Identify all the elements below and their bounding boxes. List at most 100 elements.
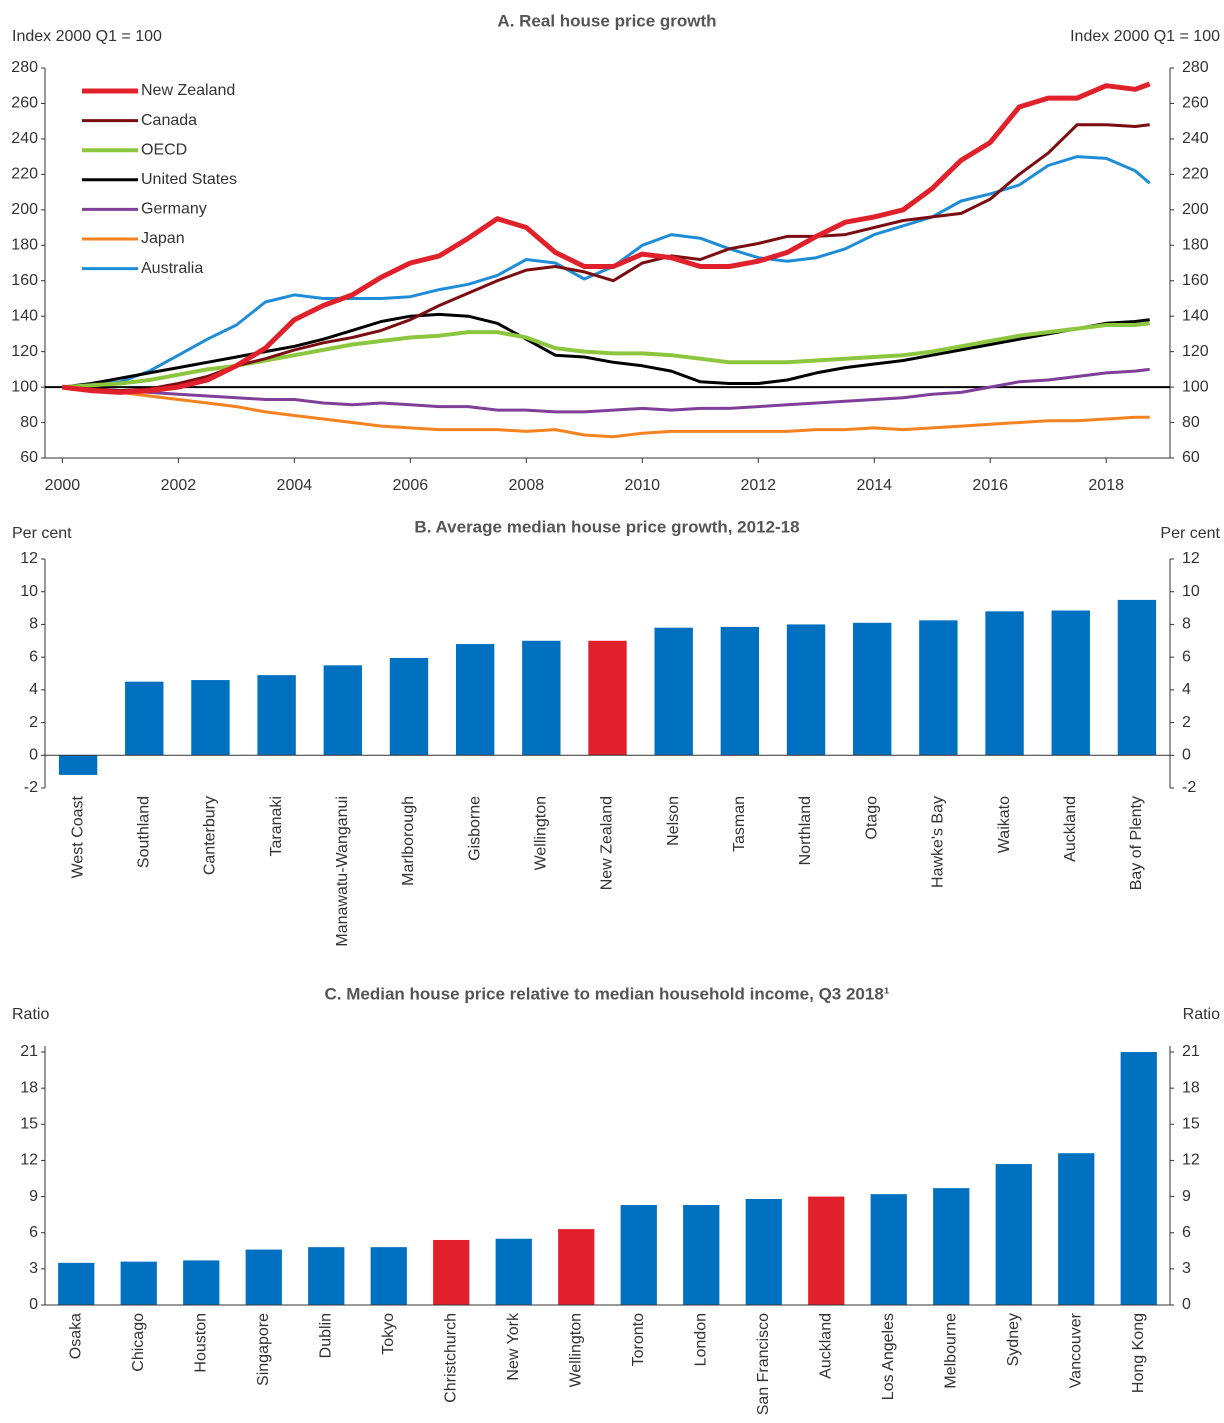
y2-tick-label: 18 (1182, 1079, 1200, 1096)
series-line (62, 367, 1150, 414)
y-tick-label: 220 (11, 166, 38, 183)
y-tick-label: 280 (11, 59, 38, 76)
x-tick-label: Melbourne (942, 1313, 959, 1389)
bar (522, 640, 561, 756)
bar (654, 627, 693, 756)
y2-tick-label: 160 (1182, 272, 1209, 289)
y2-tick-label: 0 (1182, 1296, 1191, 1313)
y2-tick-label: 180 (1182, 236, 1209, 253)
legend-label: Australia (141, 260, 203, 277)
x-tick-label: 2018 (1088, 477, 1124, 494)
bar (370, 1247, 407, 1305)
y-tick-label: 160 (11, 272, 38, 289)
y-tick-label: 140 (11, 307, 38, 324)
x-tick-label: Southland (135, 796, 152, 868)
bar (455, 644, 495, 756)
bar (191, 680, 230, 756)
y-tick-label: 60 (20, 449, 38, 466)
y2-axis-label: Ratio (1183, 1006, 1220, 1023)
bar (853, 622, 892, 756)
y-tick-label: 8 (29, 616, 38, 633)
legend-label: New Zealand (141, 82, 235, 99)
x-tick-label: Auckland (1062, 796, 1079, 862)
bar (1058, 1153, 1095, 1305)
x-tick-label: Tasman (731, 796, 748, 852)
chart-title: C. Median house price relative to median… (325, 984, 890, 1003)
y-tick-label: 2 (29, 714, 38, 731)
y-tick-label: 9 (29, 1188, 38, 1205)
bar (389, 657, 429, 756)
y2-tick-label: 6 (1182, 1224, 1191, 1241)
y2-axis-label: Per cent (1160, 525, 1220, 542)
x-tick-label: Marlborough (400, 796, 417, 886)
bar (257, 675, 296, 756)
y2-tick-label: 12 (1182, 550, 1200, 567)
x-tick-label: Waikato (996, 796, 1013, 853)
bar (433, 1239, 470, 1305)
y2-tick-label: 4 (1182, 681, 1191, 698)
bar (120, 1261, 157, 1305)
bar (933, 1188, 970, 1305)
bar (58, 1262, 95, 1305)
y-tick-label: 6 (29, 648, 38, 665)
x-tick-label: Osaka (67, 1313, 84, 1359)
x-tick-label: Houston (192, 1313, 209, 1373)
x-tick-label: 2016 (972, 477, 1008, 494)
bar (985, 611, 1024, 756)
bar (588, 640, 627, 756)
x-tick-label: Toronto (630, 1313, 647, 1366)
bar (1051, 610, 1090, 756)
x-tick-label: 2014 (856, 477, 892, 494)
x-tick-label: 2002 (161, 477, 197, 494)
series-line (62, 81, 1151, 395)
y-tick-label: 10 (20, 583, 38, 600)
bar (1120, 1052, 1157, 1305)
x-tick-label: Wellington (533, 796, 550, 870)
bar (323, 665, 362, 756)
x-tick-label: Canterbury (202, 796, 219, 875)
bar (1117, 599, 1157, 756)
y2-tick-label: 21 (1182, 1043, 1200, 1060)
y2-tick-label: 260 (1182, 95, 1209, 112)
series-line (62, 123, 1150, 393)
bar (183, 1260, 220, 1305)
legend-label: Japan (141, 230, 185, 247)
x-tick-label: New Zealand (599, 796, 616, 890)
series-line (62, 385, 1150, 439)
x-tick-label: West Coast (69, 795, 86, 878)
y2-tick-label: 12 (1182, 1152, 1200, 1169)
y-tick-label: 120 (11, 343, 38, 360)
x-tick-label: Wellington (567, 1313, 584, 1387)
y-tick-label: 0 (29, 747, 38, 764)
y2-tick-label: -2 (1182, 779, 1196, 796)
x-tick-label: Los Angeles (880, 1313, 897, 1400)
bar (495, 1238, 532, 1305)
y-tick-label: 180 (11, 236, 38, 253)
y-tick-label: 80 (20, 414, 38, 431)
x-tick-label: Bay of Plenty (1128, 796, 1145, 890)
x-tick-label: Taranaki (268, 796, 285, 856)
series-line (62, 321, 1150, 390)
y2-tick-label: 200 (1182, 201, 1209, 218)
x-tick-label: 2000 (45, 477, 81, 494)
y2-tick-label: 6 (1182, 648, 1191, 665)
bar (995, 1164, 1032, 1305)
x-tick-label: Chicago (130, 1313, 147, 1372)
y2-tick-label: 140 (1182, 307, 1209, 324)
y-tick-label: -2 (24, 779, 38, 796)
y-tick-label: 21 (20, 1043, 38, 1060)
bar (308, 1247, 345, 1305)
y2-tick-label: 100 (1182, 378, 1209, 395)
y2-tick-label: 0 (1182, 747, 1191, 764)
bar (245, 1249, 282, 1305)
y2-tick-label: 8 (1182, 616, 1191, 633)
x-tick-label: Northland (797, 796, 814, 865)
y-axis-label: Per cent (12, 525, 72, 542)
x-tick-label: Auckland (817, 1313, 834, 1379)
y2-tick-label: 15 (1182, 1116, 1200, 1133)
bar (558, 1229, 595, 1305)
x-tick-label: 2004 (277, 477, 313, 494)
y-tick-label: 260 (11, 95, 38, 112)
y2-tick-label: 3 (1182, 1260, 1191, 1277)
y2-tick-label: 240 (1182, 130, 1209, 147)
